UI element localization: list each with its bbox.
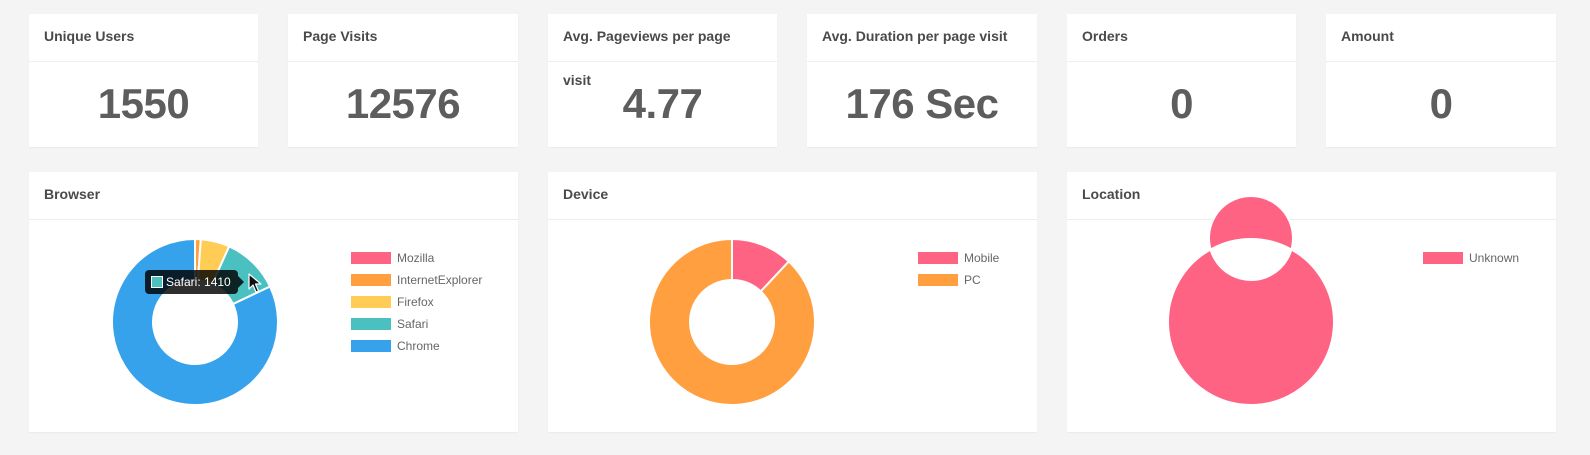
legend-label: PC bbox=[964, 273, 981, 287]
legend-swatch bbox=[351, 296, 391, 308]
stat-card-avg-pageviews: Avg. Pageviews per page visit 4.77 bbox=[548, 14, 777, 147]
legend-item-chrome[interactable]: Chrome bbox=[351, 335, 482, 357]
legend-item-mobile[interactable]: Mobile bbox=[918, 247, 999, 269]
legend-item-firefox[interactable]: Firefox bbox=[351, 291, 482, 313]
mouse-cursor-icon bbox=[248, 273, 262, 293]
legend-swatch bbox=[351, 340, 391, 352]
device-donut-chart[interactable] bbox=[548, 172, 1037, 432]
stat-title: Amount bbox=[1326, 14, 1556, 62]
tooltip-swatch bbox=[151, 276, 163, 288]
stat-card-orders: Orders 0 bbox=[1067, 14, 1296, 147]
device-chart-title: Device bbox=[548, 172, 1037, 220]
legend-swatch bbox=[918, 252, 958, 264]
stat-value: 0 bbox=[1429, 80, 1453, 127]
legend-item-mozilla[interactable]: Mozilla bbox=[351, 247, 482, 269]
location-donut-chart[interactable] bbox=[1067, 172, 1556, 432]
stat-card-avg-duration: Avg. Duration per page visit 176 Sec bbox=[807, 14, 1037, 147]
stat-title: Avg. Pageviews per page visit bbox=[548, 14, 777, 88]
legend-item-unknown[interactable]: Unknown bbox=[1423, 247, 1519, 269]
stat-value: 4.77 bbox=[622, 80, 703, 127]
legend-label: Chrome bbox=[397, 339, 440, 353]
stat-title: Unique Users bbox=[29, 14, 258, 62]
legend-label: Firefox bbox=[397, 295, 434, 309]
location-chart-card: Location Unknown bbox=[1067, 172, 1556, 432]
legend-swatch bbox=[1423, 252, 1463, 264]
stat-value: 0 bbox=[1170, 80, 1193, 127]
donut-slice-pc[interactable] bbox=[648, 237, 816, 406]
browser-legend: Mozilla InternetExplorer Firefox Safari Chro… bbox=[351, 247, 482, 357]
tooltip-text: Safari: 1410 bbox=[166, 275, 231, 289]
legend-label: InternetExplorer bbox=[397, 273, 483, 287]
legend-label: Mozilla bbox=[397, 251, 435, 265]
legend-label: Unknown bbox=[1469, 251, 1520, 265]
legend-item-pc[interactable]: PC bbox=[918, 269, 999, 291]
stat-title: Avg. Duration per page visit bbox=[807, 14, 1037, 62]
browser-chart-card: Browser Mozilla InternetExplorer Firefox Sa… bbox=[29, 172, 518, 432]
location-legend: Unknown bbox=[1423, 247, 1519, 269]
stat-value: 1550 bbox=[97, 80, 190, 127]
stat-value: 176 Sec bbox=[845, 80, 999, 127]
legend-swatch bbox=[351, 274, 391, 286]
stat-card-page-visits: Page Visits 12576 bbox=[288, 14, 518, 147]
legend-label: Mobile bbox=[964, 251, 1000, 265]
legend-swatch bbox=[351, 252, 391, 264]
legend-swatch bbox=[351, 318, 391, 330]
stat-card-unique-users: Unique Users 1550 bbox=[29, 14, 258, 147]
chart-tooltip: Safari: 1410 bbox=[145, 270, 244, 294]
stat-card-amount: Amount 0 bbox=[1326, 14, 1556, 147]
stat-title: Orders bbox=[1067, 14, 1296, 62]
device-chart-card: Device Mobile PC bbox=[548, 172, 1037, 432]
legend-item-safari[interactable]: Safari bbox=[351, 313, 482, 335]
browser-chart-title: Browser bbox=[29, 172, 518, 220]
legend-label: Safari bbox=[397, 317, 429, 331]
legend-swatch bbox=[918, 274, 958, 286]
donut-slice-unknown[interactable] bbox=[1167, 195, 1335, 406]
device-legend: Mobile PC bbox=[918, 247, 999, 291]
stat-title: Page Visits bbox=[288, 14, 518, 62]
location-chart-title: Location bbox=[1067, 172, 1556, 220]
legend-item-internetexplorer[interactable]: InternetExplorer bbox=[351, 269, 482, 291]
stat-value: 12576 bbox=[345, 80, 461, 127]
